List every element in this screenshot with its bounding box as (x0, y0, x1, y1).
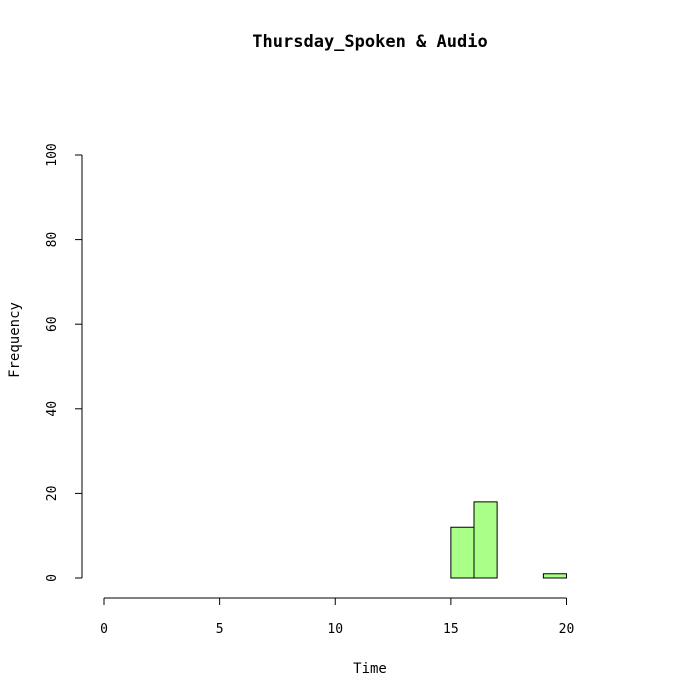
y-tick-label-100: 100 (45, 143, 60, 166)
y-axis-label: Frequency (7, 302, 23, 378)
bar-15-16 (450, 526, 475, 579)
x-tick-label-20: 20 (559, 622, 575, 637)
bar-16-17 (473, 501, 498, 579)
y-axis: 0 20 40 60 80 100 (45, 143, 83, 582)
x-tick-label-5: 5 (216, 622, 224, 637)
x-axis: 0 5 10 15 20 (100, 597, 575, 637)
y-tick-label-0: 0 (45, 574, 60, 582)
bars-group (450, 501, 567, 579)
x-axis-label: Time (353, 661, 387, 677)
y-tick-label-20: 20 (45, 486, 60, 502)
chart-title: Thursday_Spoken & Audio (252, 32, 487, 52)
y-tick-label-60: 60 (45, 316, 60, 332)
bar-19-20 (542, 573, 567, 579)
x-tick-label-0: 0 (100, 622, 108, 637)
x-tick-label-15: 15 (443, 622, 459, 637)
y-tick-label-80: 80 (45, 232, 60, 248)
x-tick-label-10: 10 (327, 622, 343, 637)
y-tick-label-40: 40 (45, 401, 60, 417)
